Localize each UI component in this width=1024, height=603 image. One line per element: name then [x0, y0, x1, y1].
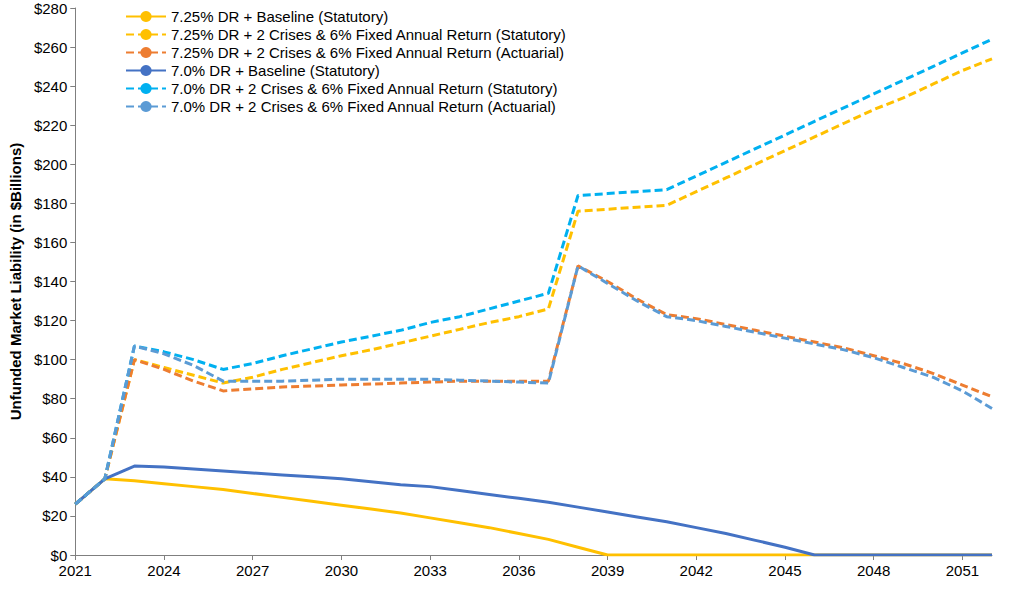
svg-text:$80: $80 — [42, 390, 67, 407]
svg-text:7.25% DR + Baseline (Statutory: 7.25% DR + Baseline (Statutory) — [171, 8, 388, 25]
svg-text:2048: 2048 — [857, 562, 890, 579]
svg-text:2042: 2042 — [680, 562, 713, 579]
svg-text:$60: $60 — [42, 429, 67, 446]
svg-text:2045: 2045 — [768, 562, 801, 579]
svg-text:$120: $120 — [34, 312, 67, 329]
svg-text:2036: 2036 — [502, 562, 535, 579]
svg-text:7.25% DR + 2 Crises & 6% Fixed: 7.25% DR + 2 Crises & 6% Fixed Annual Re… — [171, 26, 566, 43]
svg-text:$200: $200 — [34, 156, 67, 173]
svg-text:Unfunded Market Liability (in: Unfunded Market Liability (in $Billions) — [7, 143, 24, 421]
svg-text:$40: $40 — [42, 468, 67, 485]
svg-text:$100: $100 — [34, 351, 67, 368]
svg-text:7.25% DR + 2 Crises & 6% Fixed: 7.25% DR + 2 Crises & 6% Fixed Annual Re… — [171, 44, 564, 61]
svg-text:2030: 2030 — [325, 562, 358, 579]
svg-text:$20: $20 — [42, 507, 67, 524]
svg-text:$240: $240 — [34, 78, 67, 95]
svg-text:$0: $0 — [51, 547, 68, 564]
svg-text:$220: $220 — [34, 117, 67, 134]
svg-text:7.0% DR + 2 Crises & 6% Fixed: 7.0% DR + 2 Crises & 6% Fixed Annual Ret… — [171, 98, 556, 115]
svg-text:2051: 2051 — [946, 562, 979, 579]
svg-text:$160: $160 — [34, 234, 67, 251]
svg-text:2024: 2024 — [147, 562, 180, 579]
svg-text:$260: $260 — [34, 39, 67, 56]
svg-text:2027: 2027 — [236, 562, 269, 579]
svg-text:$140: $140 — [34, 273, 67, 290]
svg-text:2039: 2039 — [591, 562, 624, 579]
svg-text:$180: $180 — [34, 195, 67, 212]
svg-text:7.0% DR + Baseline (Statutory): 7.0% DR + Baseline (Statutory) — [171, 62, 380, 79]
svg-text:2033: 2033 — [413, 562, 446, 579]
svg-text:7.0% DR + 2 Crises & 6% Fixed: 7.0% DR + 2 Crises & 6% Fixed Annual Ret… — [171, 80, 557, 97]
svg-text:2021: 2021 — [59, 562, 92, 579]
svg-text:$280: $280 — [34, 0, 67, 17]
